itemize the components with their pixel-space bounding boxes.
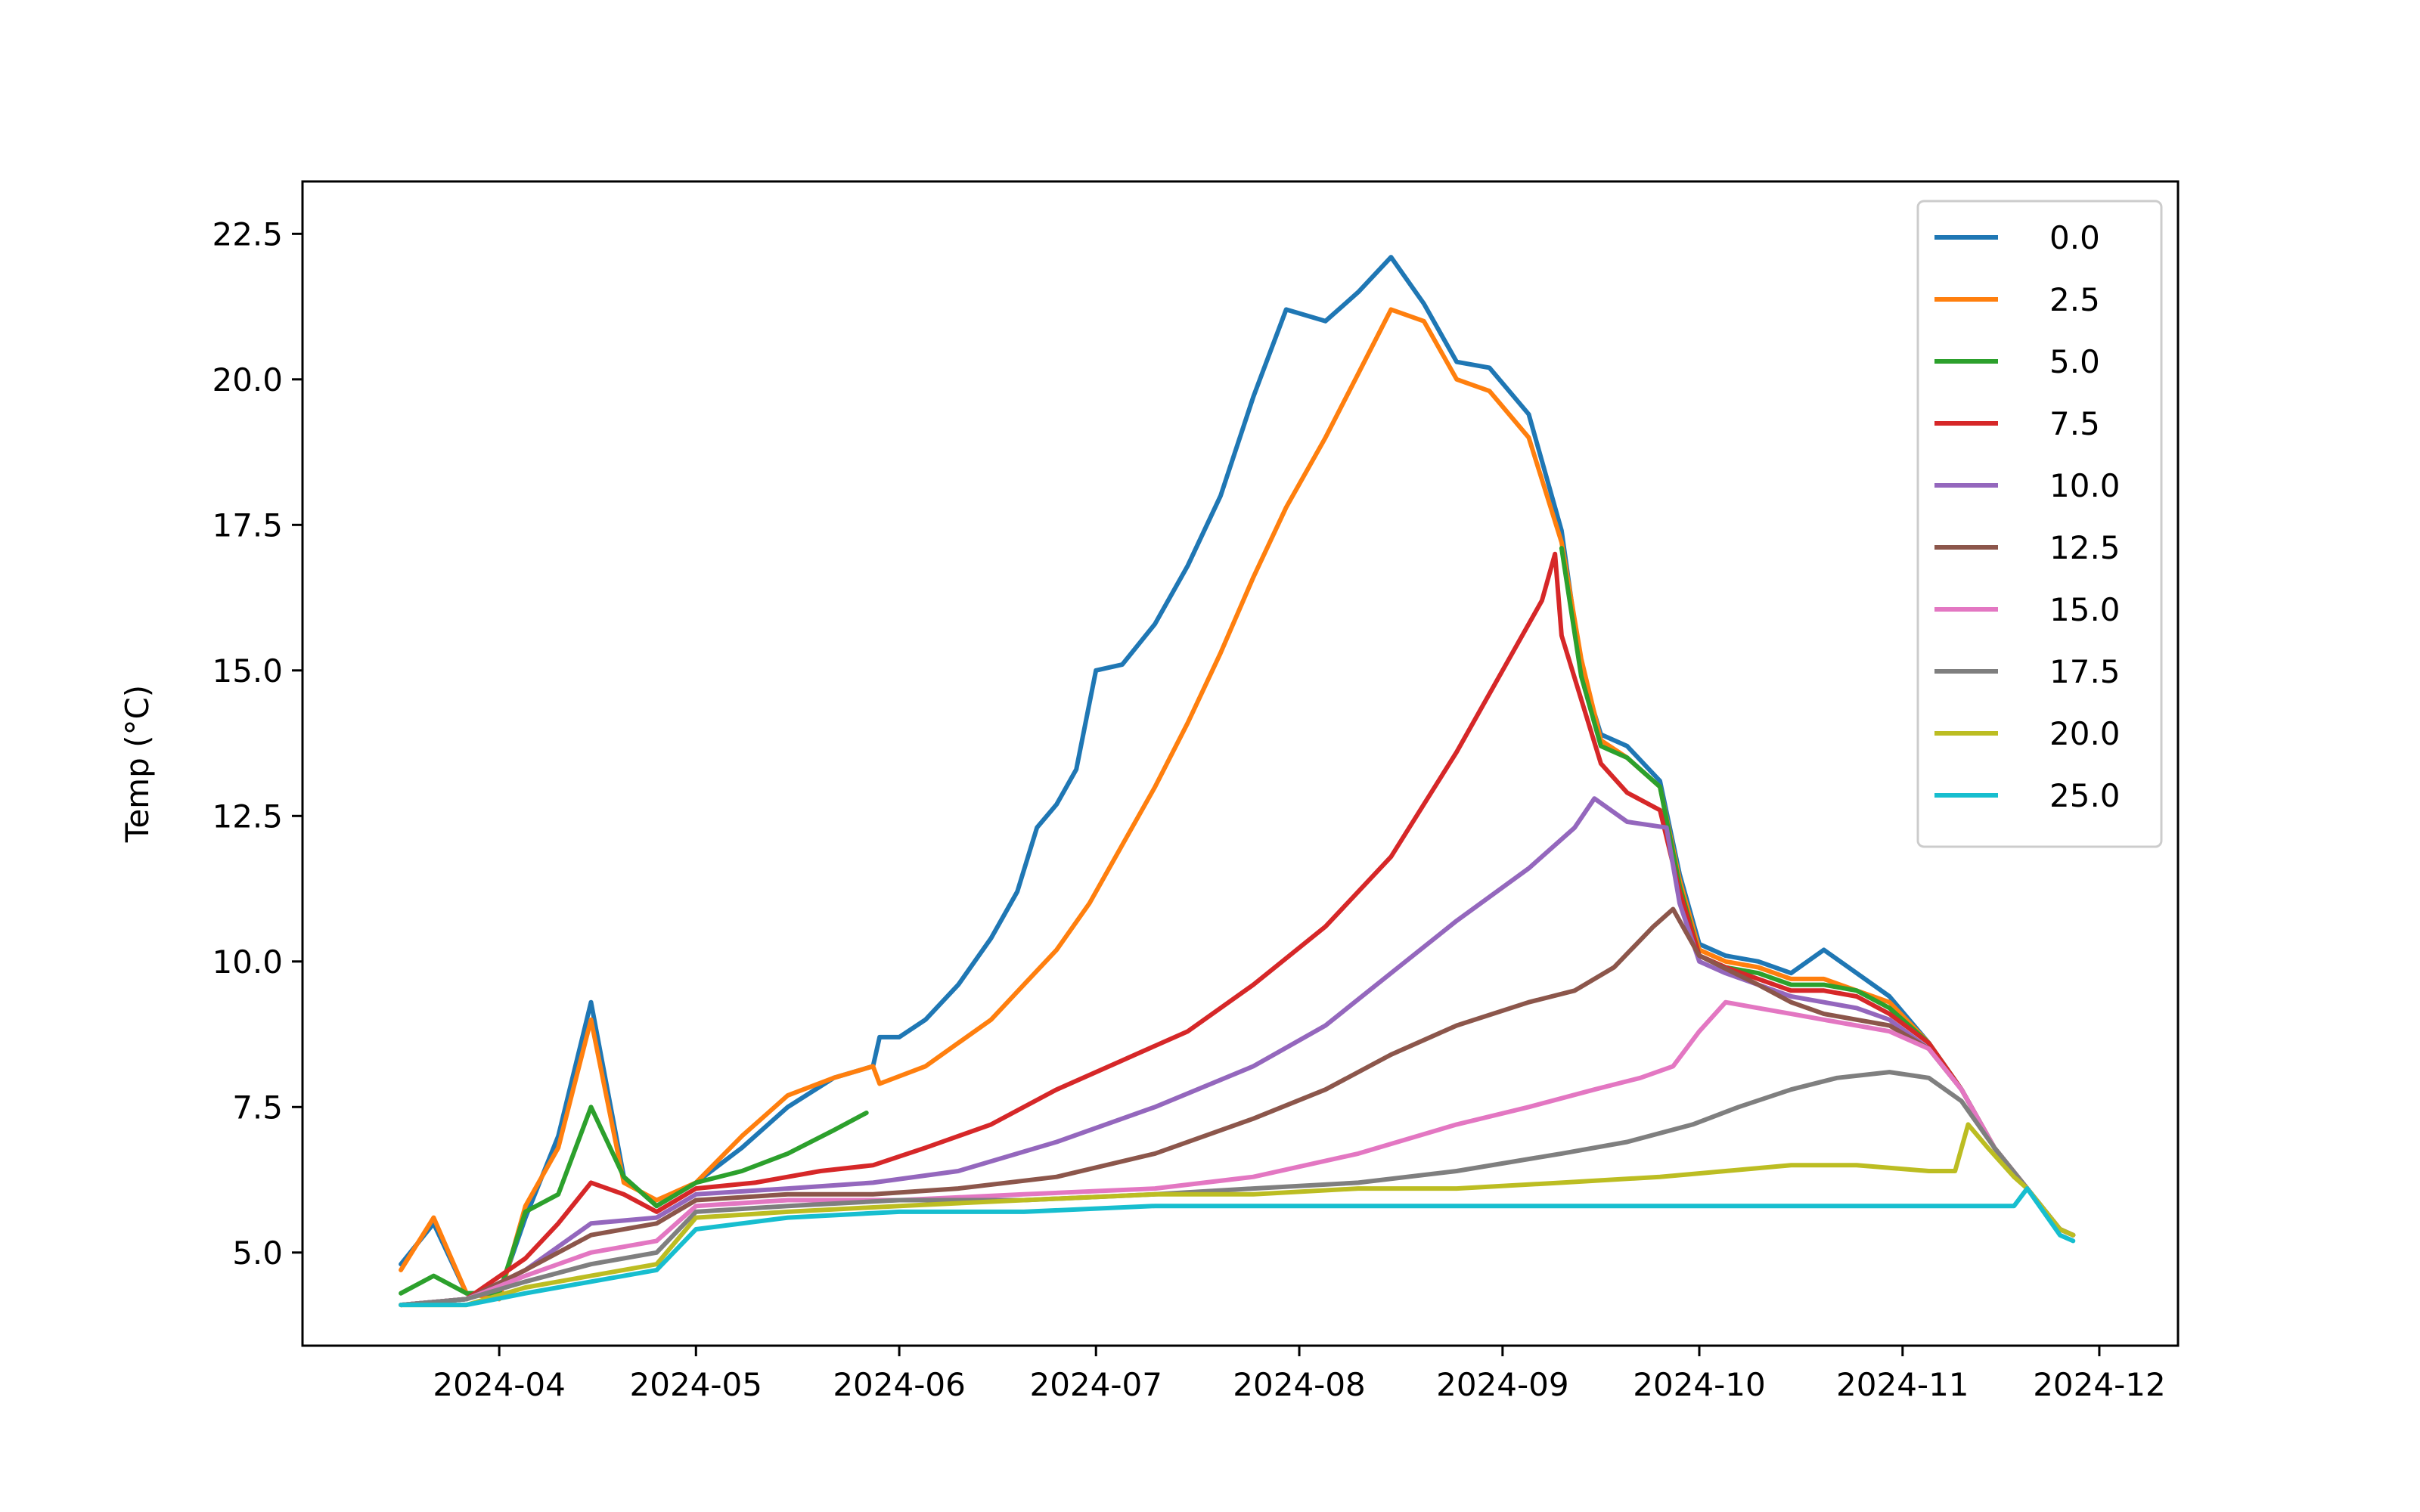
legend-label: 15.0 (2049, 591, 2121, 628)
y-axis-label: Temp (°C) (119, 685, 156, 843)
legend-label: 17.5 (2049, 653, 2121, 690)
y-tick-label: 22.5 (212, 215, 283, 253)
plot-frame (301, 180, 2180, 1347)
legend: 0.0 2.5 5.0 7.5 10.0 12.5 15.0 17.5 20.0 25.0 (1916, 200, 2163, 848)
x-tick-label: 2024-12 (2033, 1366, 2166, 1403)
x-tick-label: 2024-06 (833, 1366, 966, 1403)
y-tick-label: 7.5 (232, 1089, 283, 1126)
series-line-17-5 (399, 1070, 2076, 1308)
legend-label: 2.5 (2049, 281, 2100, 318)
x-axis: 2024-04 2024-05 2024-06 2024-07 2024-08 2024-… (433, 1346, 2166, 1403)
legend-label: 0.0 (2049, 219, 2100, 256)
series-line-15-0 (399, 999, 2076, 1308)
series-line-10-0 (399, 796, 2076, 1308)
series-line-25-0 (399, 1186, 2076, 1308)
y-tick-label: 12.5 (212, 798, 283, 835)
y-tick-label: 20.0 (212, 361, 283, 398)
y-tick-label: 5.0 (232, 1235, 283, 1272)
x-tick-label: 2024-11 (1836, 1366, 1969, 1403)
y-axis: 5.0 7.5 10.0 12.5 15.0 17.5 20.0 22.5 (212, 215, 302, 1272)
series-line-7-5 (399, 551, 2076, 1308)
x-tick-label: 2024-05 (630, 1366, 763, 1403)
y-tick-label: 10.0 (212, 943, 283, 981)
legend-label: 7.5 (2049, 405, 2100, 442)
legend-label: 12.5 (2049, 529, 2121, 566)
y-tick-label: 17.5 (212, 507, 283, 544)
legend-label: 5.0 (2049, 343, 2100, 380)
y-tick-label: 15.0 (212, 652, 283, 689)
x-tick-label: 2024-07 (1029, 1366, 1162, 1403)
series-layer (399, 255, 2076, 1308)
x-tick-label: 2024-08 (1233, 1366, 1366, 1403)
series-line-20-0 (399, 1122, 2076, 1308)
legend-label: 25.0 (2049, 777, 2121, 814)
x-tick-label: 2024-10 (1633, 1366, 1766, 1403)
legend-label: 20.0 (2049, 715, 2121, 752)
legend-label: 10.0 (2049, 467, 2121, 504)
x-tick-label: 2024-04 (433, 1366, 566, 1403)
x-tick-label: 2024-09 (1436, 1366, 1569, 1403)
